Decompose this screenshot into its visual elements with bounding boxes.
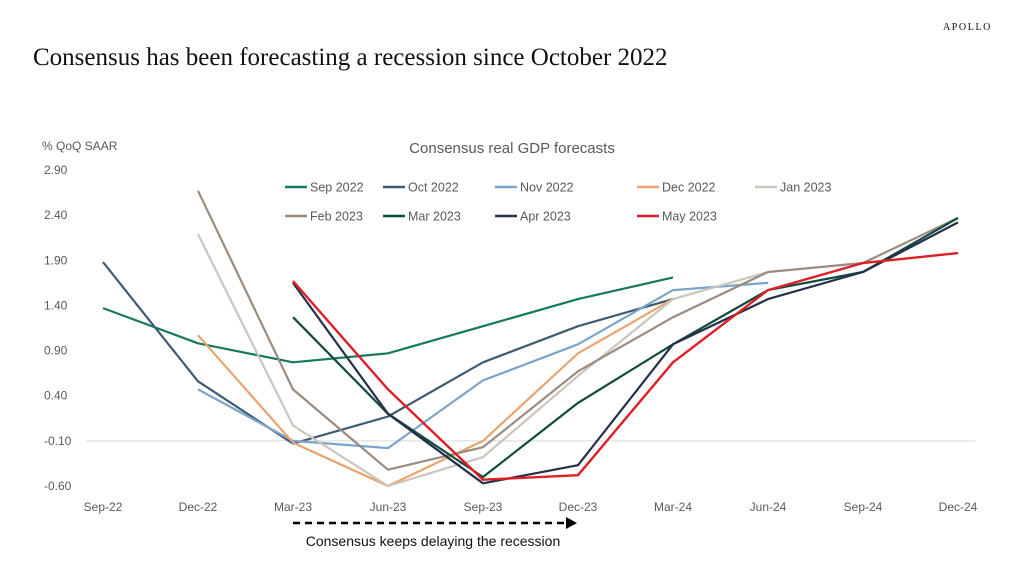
- y-tick-label: -0.60: [44, 479, 72, 493]
- brand-logo: APOLLO: [942, 22, 992, 33]
- series-line: [197, 233, 769, 488]
- x-tick-label: Sep-23: [464, 500, 503, 514]
- series-line: [197, 281, 769, 450]
- x-tick-label: Mar-24: [654, 500, 692, 514]
- x-tick-label: Jun-24: [750, 500, 787, 514]
- series-line: [292, 216, 959, 479]
- legend-label: Sep 2022: [310, 181, 364, 195]
- y-tick-label: 2.90: [44, 163, 68, 177]
- y-tick-label: 0.90: [44, 344, 68, 358]
- annotation-text: Consensus keeps delaying the recession: [306, 533, 561, 549]
- x-tick-label: Sep-24: [844, 500, 883, 514]
- series-line: [102, 276, 674, 364]
- legend-label: Dec 2022: [662, 181, 716, 195]
- x-tick-label: Sep-22: [84, 500, 123, 514]
- series-line: [292, 221, 959, 485]
- legend-label: Mar 2023: [408, 210, 461, 224]
- annotation-arrow: [293, 517, 577, 529]
- legend-label: Oct 2022: [408, 181, 459, 195]
- legend-label: May 2023: [662, 210, 717, 224]
- series-line: [102, 261, 674, 445]
- y-tick-label: 1.40: [44, 298, 68, 312]
- legend-label: Nov 2022: [520, 181, 574, 195]
- y-tick-label: 1.90: [44, 253, 68, 267]
- legend-label: Feb 2023: [310, 210, 363, 224]
- chart-title: Consensus real GDP forecasts: [409, 140, 615, 157]
- x-tick-label: Dec-24: [939, 500, 978, 514]
- y-axis-label: % QoQ SAAR: [42, 139, 118, 153]
- x-tick-label: Mar-23: [274, 500, 312, 514]
- y-tick-label: 2.40: [44, 208, 68, 222]
- x-tick-label: Dec-23: [559, 500, 598, 514]
- series-line: [292, 251, 959, 481]
- legend-label: Jan 2023: [780, 181, 831, 195]
- x-tick-label: Jun-23: [370, 500, 407, 514]
- series-line: [197, 190, 959, 471]
- y-tick-label: -0.10: [44, 434, 72, 448]
- y-tick-label: 0.40: [44, 389, 68, 403]
- legend-label: Apr 2023: [520, 210, 571, 224]
- page-title: Consensus has been forecasting a recessi…: [33, 44, 668, 71]
- series-line: [197, 298, 674, 488]
- x-tick-label: Dec-22: [179, 500, 218, 514]
